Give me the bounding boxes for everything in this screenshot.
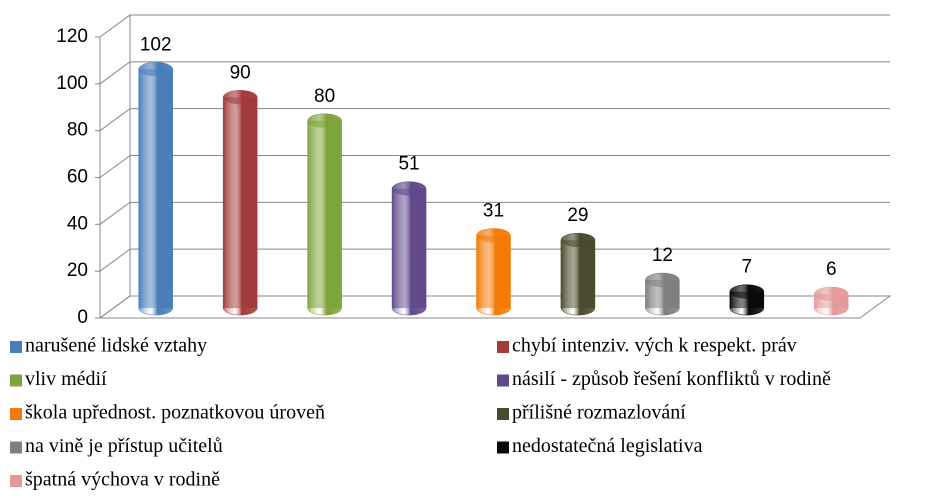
legend-swatch (497, 408, 509, 420)
legend-label: násilí - způsob řešení konfliktů v rodin… (512, 368, 831, 390)
value-label: 102 (140, 34, 172, 55)
legend-label: chybí intenziv. vých k respekt. práv (512, 335, 797, 357)
bar (307, 113, 342, 316)
y-tick-label: 40 (67, 213, 88, 234)
legend-swatch (10, 441, 22, 454)
value-label: 31 (483, 201, 504, 222)
grid-line (99, 155, 890, 178)
bar (222, 90, 258, 316)
value-label: 7 (742, 257, 753, 278)
value-label: 6 (826, 259, 837, 280)
legend-swatch (497, 374, 509, 387)
bar (391, 181, 427, 316)
y-tick-label: 60 (67, 167, 88, 188)
grid-line (99, 14, 890, 38)
legend-label: narušené lidské vztahy (25, 335, 207, 357)
grid-line (99, 61, 890, 85)
legend-label: škola upřednost. poznatkovou úroveň (25, 402, 325, 424)
grid-line (99, 108, 890, 132)
legend-label: vliv médií (25, 368, 107, 390)
y-tick-label: 120 (56, 26, 88, 47)
y-tick-label: 80 (67, 120, 88, 141)
legend-swatch (10, 374, 22, 387)
legend-swatch (497, 441, 509, 454)
value-label: 51 (398, 154, 419, 175)
legend-swatch (10, 341, 22, 353)
bar (138, 62, 173, 316)
legend-swatch (10, 408, 22, 420)
value-label: 12 (652, 245, 673, 266)
grid-line (99, 201, 890, 225)
y-tick-label: 20 (67, 260, 88, 281)
grid-line (99, 295, 890, 319)
y-tick-label: 100 (56, 73, 88, 94)
value-label: 90 (230, 62, 251, 83)
legend-swatch (497, 341, 509, 353)
y-tick-label: 0 (77, 307, 88, 328)
legend-label: na vině je přístup učitelů (25, 435, 223, 457)
legend-swatch (10, 475, 22, 487)
legend-label: nedostatečná legislativa (512, 435, 703, 457)
value-label: 29 (567, 205, 588, 226)
value-label: 80 (314, 86, 335, 107)
grid-line (99, 248, 890, 272)
legend-label: přílišné rozmazlování (512, 402, 686, 424)
legend-label: špatná výchova v rodině (25, 469, 220, 491)
